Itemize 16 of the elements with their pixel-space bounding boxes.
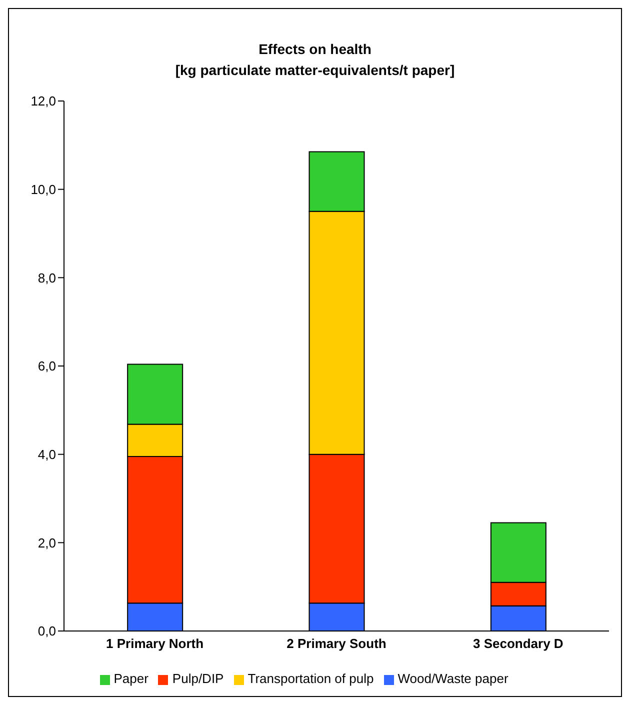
legend-label: Wood/Waste paper: [398, 671, 508, 686]
y-tick-label: 6,0: [38, 358, 56, 374]
legend-label: Transportation of pulp: [248, 671, 374, 686]
y-tick-label: 2,0: [38, 535, 56, 550]
y-tick-label: 8,0: [38, 270, 56, 286]
x-tick-label: 2 Primary South: [286, 636, 386, 652]
legend-label: Paper: [114, 671, 148, 686]
y-tick-label: 4,0: [38, 446, 56, 462]
y-tick-label: 10,0: [30, 182, 56, 197]
legend-label: Pulp/DIP: [172, 671, 224, 686]
y-tick-label: 0,0: [38, 624, 56, 639]
y-tick-label: 12,0: [30, 94, 56, 109]
x-tick-label: 3 Secondary D: [473, 636, 564, 652]
chart-subtitle: [kg particulate matter-equivalents/t paper]: [174, 61, 456, 80]
chart-title: Effects on health: [258, 40, 372, 59]
x-tick-label: 1 Primary North: [106, 636, 204, 652]
